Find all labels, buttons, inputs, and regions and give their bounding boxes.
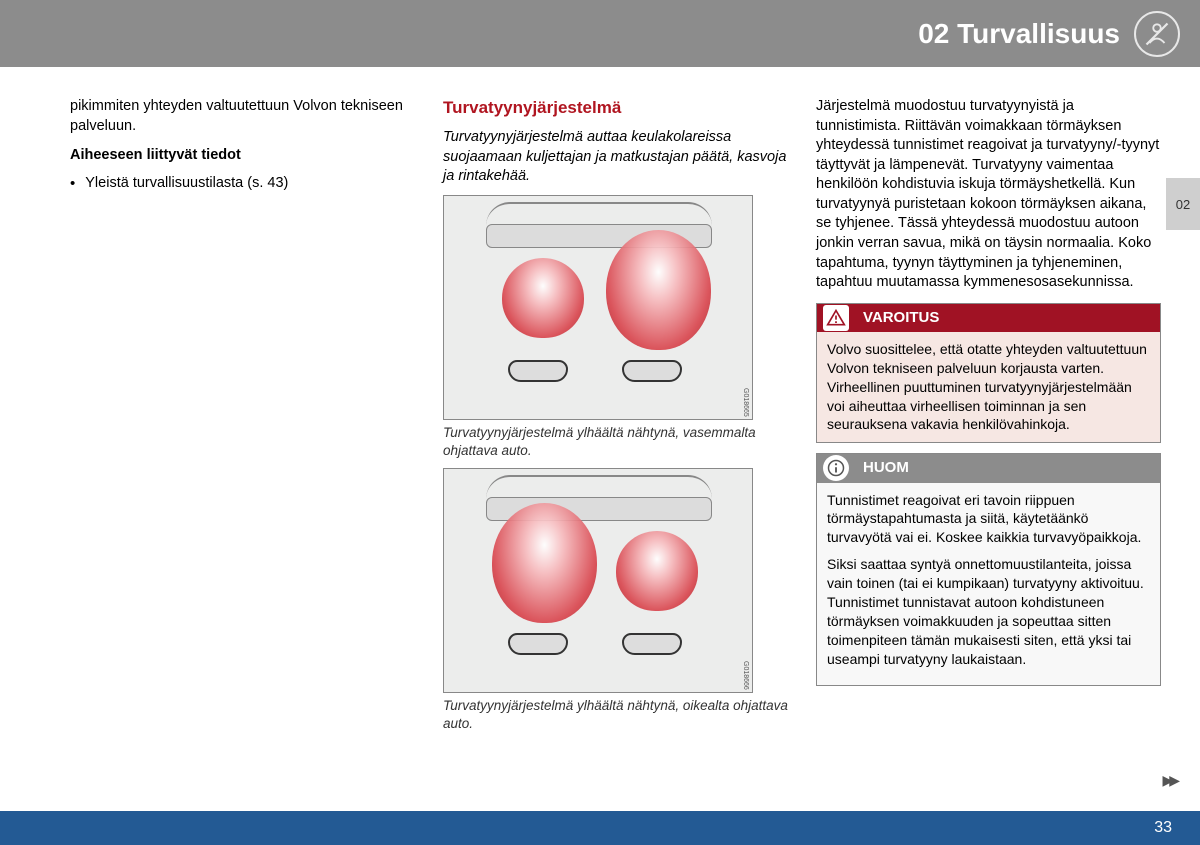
note-heading: HUOM bbox=[817, 454, 1160, 482]
related-info-item: Yleistä turvallisuustilasta (s. 43) bbox=[70, 174, 415, 194]
figure-caption-2: Turvatyynyjärjestelmä ylhäältä nähtynä, … bbox=[443, 697, 788, 733]
seatbelt-off-icon bbox=[1134, 11, 1180, 57]
content-columns: pikimmiten yhteyden valtuutettuun Volvon… bbox=[0, 67, 1200, 742]
figure-caption-1: Turvatyynyjärjestelmä ylhäältä nähtynä, … bbox=[443, 424, 788, 460]
warning-heading: VAROITUS bbox=[817, 304, 1160, 332]
column-3: Järjestelmä muodostuu turvatyynyistä ja … bbox=[816, 97, 1161, 742]
related-link-text: Yleistä turvallisuustilasta (s. 43) bbox=[85, 174, 288, 194]
continuation-text: pikimmiten yhteyden valtuutettuun Volvon… bbox=[70, 97, 415, 136]
warning-box: VAROITUS Volvo suosittelee, että otatte … bbox=[816, 303, 1161, 444]
airbag-figure-lhd: G018665 bbox=[443, 195, 753, 420]
chapter-title: 02 Turvallisuus bbox=[918, 18, 1120, 50]
column-2: Turvatyynyjärjestelmä Turvatyynyjärjeste… bbox=[443, 97, 788, 742]
page-footer: 33 bbox=[0, 811, 1200, 845]
info-icon bbox=[823, 455, 849, 481]
airbag-figure-rhd: G018666 bbox=[443, 468, 753, 693]
note-box: HUOM Tunnistimet reagoivat eri tavoin ri… bbox=[816, 453, 1161, 685]
chapter-tab: 02 bbox=[1166, 178, 1200, 230]
warning-body: Volvo suosittelee, että otatte yhteyden … bbox=[817, 332, 1160, 442]
warning-triangle-icon bbox=[823, 305, 849, 331]
related-info-heading: Aiheeseen liittyvät tiedot bbox=[70, 146, 415, 166]
image-code: G018666 bbox=[741, 661, 750, 690]
note-paragraph-1: Tunnistimet reagoivat eri tavoin riippue… bbox=[827, 491, 1150, 548]
chapter-number: 02 bbox=[918, 18, 949, 49]
page-header: 02 Turvallisuus bbox=[0, 0, 1200, 67]
chapter-name: Turvallisuus bbox=[957, 18, 1120, 49]
continue-indicator-icon: ▶▶ bbox=[1162, 772, 1176, 789]
column-1: pikimmiten yhteyden valtuutettuun Volvon… bbox=[70, 97, 415, 742]
note-paragraph-2: Siksi saattaa syntyä onnettomuustilantei… bbox=[827, 555, 1150, 668]
section-intro: Turvatyynyjärjestelmä auttaa keulakolare… bbox=[443, 128, 788, 187]
warning-title: VAROITUS bbox=[863, 309, 939, 326]
note-title: HUOM bbox=[863, 459, 909, 476]
section-heading: Turvatyynyjärjestelmä bbox=[443, 97, 788, 120]
tab-label: 02 bbox=[1176, 197, 1190, 212]
image-code: G018665 bbox=[741, 388, 750, 417]
page-number: 33 bbox=[1154, 819, 1172, 837]
system-description: Järjestelmä muodostuu turvatyynyistä ja … bbox=[816, 97, 1161, 293]
note-body: Tunnistimet reagoivat eri tavoin riippue… bbox=[817, 483, 1160, 685]
